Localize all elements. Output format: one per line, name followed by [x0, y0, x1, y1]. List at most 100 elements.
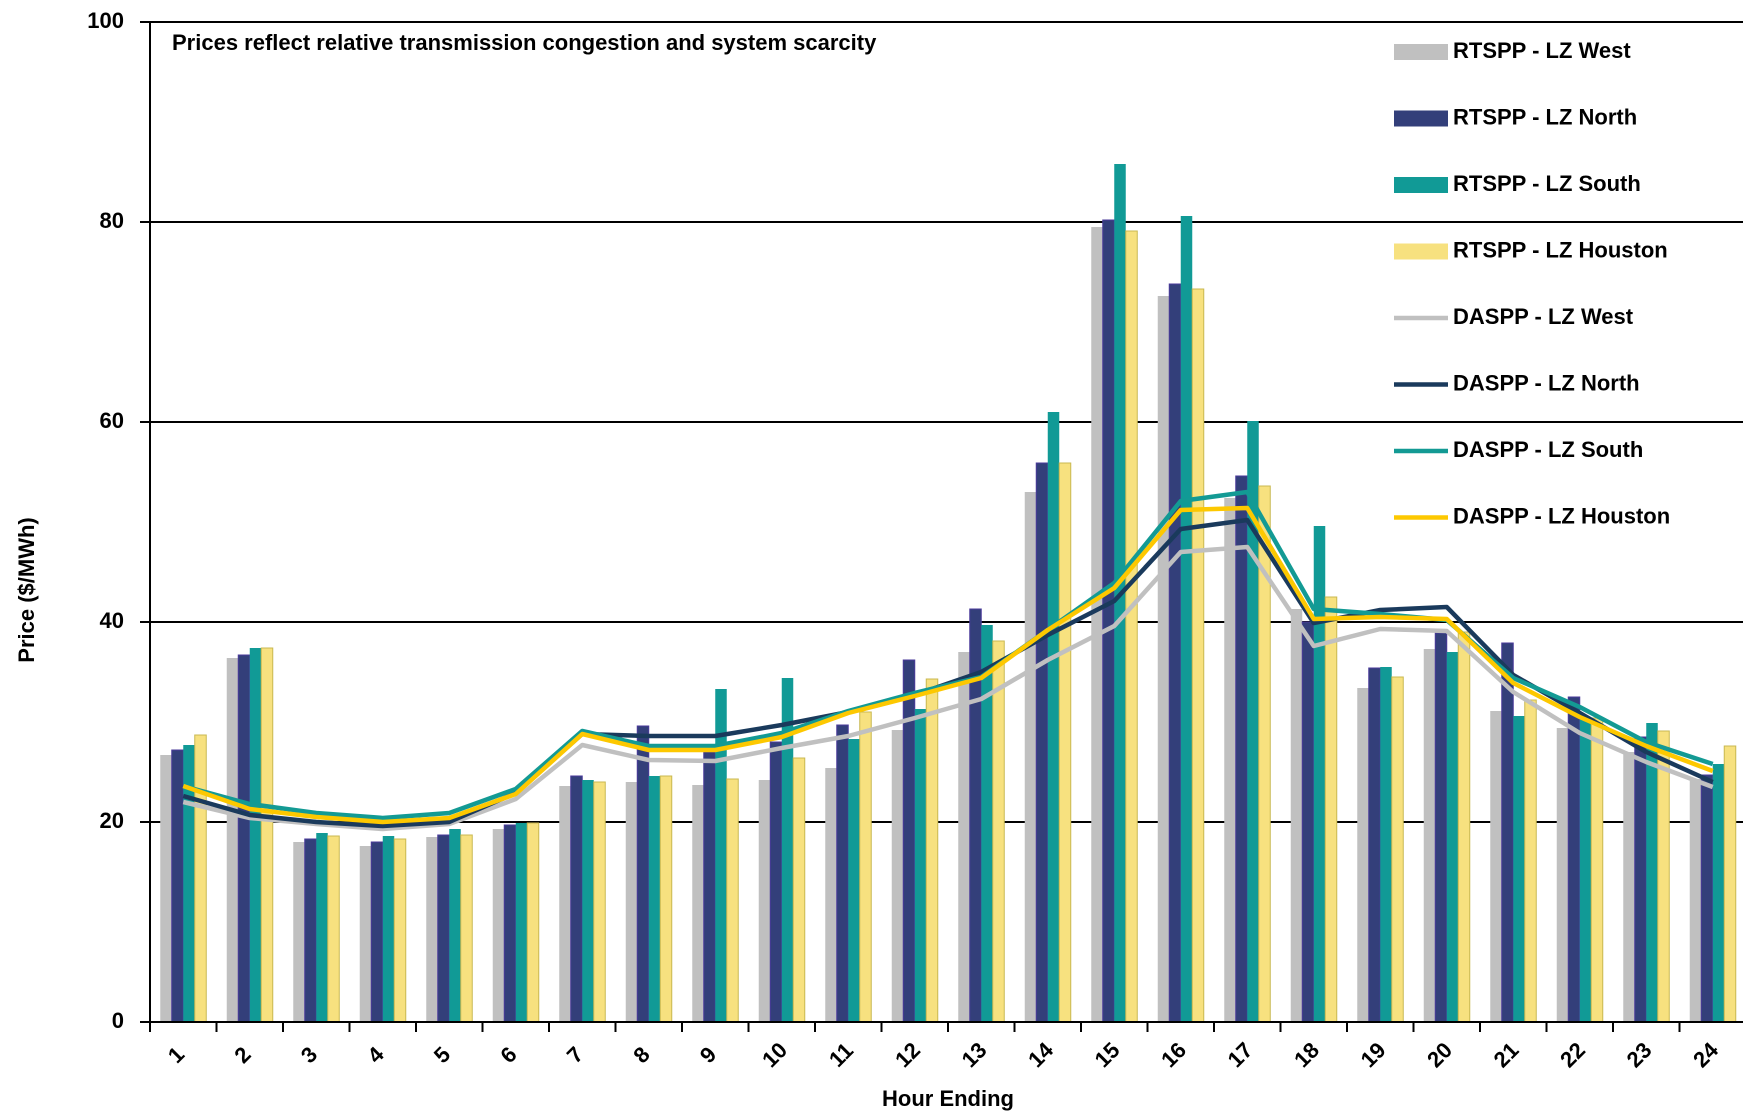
bar — [160, 755, 172, 1022]
bar — [781, 678, 794, 1022]
x-tick-label: 10 — [757, 1037, 792, 1072]
bar — [1157, 296, 1170, 1022]
bar — [1723, 745, 1737, 1023]
bar — [503, 824, 517, 1023]
bar — [1357, 688, 1369, 1022]
x-tick-label: 24 — [1688, 1037, 1724, 1073]
bar — [226, 658, 239, 1022]
bar — [1646, 723, 1658, 1022]
x-tick-label: 15 — [1090, 1037, 1125, 1072]
bar — [515, 823, 528, 1022]
bar — [1035, 462, 1049, 1023]
bar — [758, 780, 771, 1022]
bar — [1490, 711, 1502, 1022]
x-tick-label: 1 — [163, 1042, 189, 1068]
bar — [902, 659, 916, 1023]
y-tick-label: 0 — [112, 1008, 124, 1033]
bar — [981, 625, 993, 1022]
annotation: Prices reflect relative transmission con… — [172, 30, 877, 55]
bar — [1391, 676, 1404, 1023]
legend-swatch — [1394, 110, 1448, 127]
bar — [327, 835, 340, 1023]
x-tick-label: 19 — [1356, 1037, 1391, 1072]
bar — [1590, 717, 1604, 1023]
bar — [1180, 216, 1193, 1022]
x-tick-label: 22 — [1555, 1037, 1590, 1072]
bar — [570, 775, 583, 1023]
bar — [1235, 475, 1248, 1023]
bar — [1623, 752, 1635, 1022]
x-axis-label: Hour Ending — [882, 1086, 1014, 1111]
bar — [1313, 526, 1326, 1022]
bar — [1657, 730, 1670, 1023]
bar — [249, 648, 262, 1022]
bar — [382, 836, 395, 1022]
line — [182, 517, 1714, 829]
x-tick-label: 14 — [1023, 1037, 1059, 1073]
bar — [1047, 412, 1060, 1022]
bar — [359, 846, 372, 1022]
bar — [460, 834, 473, 1023]
x-tick-label: 9 — [695, 1042, 721, 1068]
bar — [1125, 230, 1138, 1023]
bar — [171, 749, 184, 1023]
bar — [703, 751, 716, 1023]
bar — [1247, 421, 1259, 1022]
bar — [1324, 596, 1338, 1023]
bar — [1457, 631, 1471, 1023]
bar — [449, 829, 461, 1022]
bar — [1556, 728, 1569, 1022]
y-tick-label: 60 — [100, 408, 124, 433]
bar — [1368, 667, 1381, 1023]
x-tick-label: 8 — [628, 1042, 654, 1068]
bar — [715, 689, 727, 1022]
bar — [293, 842, 305, 1022]
bar — [1501, 642, 1514, 1023]
bar — [726, 778, 739, 1023]
bar — [825, 768, 837, 1022]
bar — [914, 709, 927, 1022]
x-tick-label: 6 — [495, 1042, 521, 1068]
bar — [1689, 779, 1702, 1022]
bar — [1446, 652, 1459, 1022]
x-tick-label: 5 — [429, 1042, 455, 1068]
legend-label: DASPP - LZ West — [1453, 304, 1634, 329]
bar — [393, 838, 407, 1023]
bar — [848, 739, 860, 1022]
x-tick-label: 2 — [229, 1042, 255, 1068]
bar — [492, 829, 505, 1022]
bar — [593, 781, 606, 1023]
bar — [1290, 609, 1303, 1022]
y-tick-label: 20 — [100, 808, 124, 833]
bar — [636, 725, 650, 1023]
x-tick-label: 13 — [957, 1037, 992, 1072]
bar — [1579, 717, 1592, 1022]
y-tick-label: 80 — [100, 208, 124, 233]
bar — [370, 841, 384, 1023]
bar — [304, 838, 317, 1023]
bar — [1513, 716, 1525, 1022]
x-tick-label: 23 — [1622, 1037, 1657, 1072]
bar — [925, 678, 939, 1023]
legend-label: RTSPP - LZ North — [1453, 104, 1637, 129]
bar — [1634, 736, 1647, 1023]
x-tick-label: 21 — [1489, 1037, 1524, 1072]
bar — [1434, 632, 1448, 1023]
x-tick-label: 18 — [1289, 1037, 1324, 1072]
bar — [859, 711, 872, 1023]
y-tick-label: 40 — [100, 608, 124, 633]
bar — [1224, 498, 1236, 1022]
legend-swatch — [1394, 243, 1448, 260]
y-axis-label: Price ($/MWh) — [14, 517, 39, 662]
bar — [559, 786, 571, 1022]
bar — [582, 780, 594, 1022]
y-tick-label: 100 — [87, 8, 124, 33]
bar — [260, 647, 274, 1023]
bar — [183, 745, 195, 1022]
x-tick-label: 20 — [1422, 1037, 1457, 1072]
legend-swatch — [1394, 44, 1448, 60]
bar — [692, 785, 704, 1022]
bar — [625, 782, 638, 1022]
legend-label: DASPP - LZ South — [1453, 437, 1643, 462]
